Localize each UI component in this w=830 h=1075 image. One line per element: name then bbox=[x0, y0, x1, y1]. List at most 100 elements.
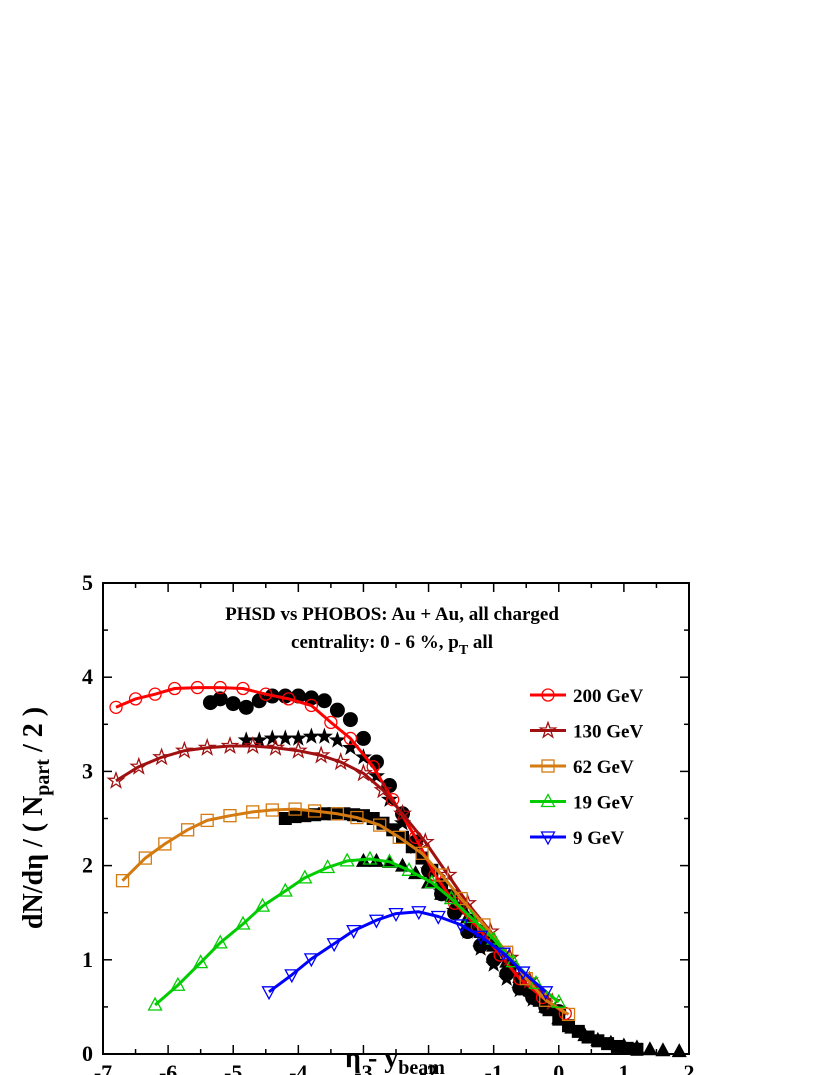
data-point bbox=[243, 735, 263, 754]
data-point bbox=[297, 869, 313, 884]
data-point bbox=[339, 852, 355, 867]
data-point bbox=[158, 837, 172, 851]
chart-title-line2-sub: T bbox=[459, 643, 469, 658]
data-point bbox=[225, 696, 241, 712]
data-point bbox=[311, 745, 331, 764]
data-point bbox=[366, 760, 380, 774]
data-point bbox=[200, 813, 214, 828]
x-tick-label: -1 bbox=[485, 1060, 503, 1075]
legend-marker bbox=[541, 688, 555, 702]
legend: 200 GeV 130 GeV 62 GeV 19 GeV 9 GeV bbox=[530, 686, 643, 849]
data-point bbox=[424, 874, 440, 889]
x-tick-label: 2 bbox=[684, 1060, 695, 1075]
data-point bbox=[288, 740, 308, 759]
data-point bbox=[453, 919, 469, 934]
x-tick-label: -2 bbox=[419, 1060, 437, 1075]
data-point bbox=[393, 803, 412, 822]
data-point bbox=[193, 954, 209, 969]
series-line bbox=[121, 807, 570, 1016]
x-tick-label: -5 bbox=[224, 1060, 242, 1075]
data-point bbox=[170, 976, 186, 991]
data-point bbox=[180, 823, 195, 837]
chart-title-line1: PHSD vs PHOBOS: Au + Au, all charged bbox=[225, 604, 559, 625]
y-axis-title-sub: part bbox=[32, 759, 54, 796]
data-point bbox=[430, 910, 446, 925]
series-phobos-19-gev bbox=[355, 852, 687, 1058]
data-point bbox=[386, 823, 400, 837]
data-point bbox=[473, 930, 489, 945]
data-point bbox=[238, 699, 254, 715]
data-point bbox=[302, 727, 320, 744]
legend-marker bbox=[538, 720, 558, 739]
series-line bbox=[154, 857, 560, 1007]
data-point bbox=[590, 1031, 606, 1046]
x-tick-label: 1 bbox=[618, 1060, 629, 1075]
data-point bbox=[350, 810, 364, 825]
y-tick-label: 2 bbox=[82, 853, 93, 878]
data-point bbox=[331, 751, 351, 771]
y-tick-label: 1 bbox=[82, 947, 93, 972]
data-point bbox=[401, 861, 417, 876]
y-tick-label: 5 bbox=[82, 570, 93, 595]
data-point bbox=[392, 830, 406, 844]
y-axis-title: dN/dη / ( Npart / 2 ) bbox=[18, 707, 54, 929]
y-tick-label: 3 bbox=[82, 758, 93, 783]
x-tick-label: -7 bbox=[94, 1060, 112, 1075]
data-point bbox=[235, 915, 251, 930]
data-point bbox=[381, 853, 398, 868]
chart-title-line2-suffix: all bbox=[468, 632, 493, 653]
data-point bbox=[303, 953, 319, 968]
data-point bbox=[288, 802, 302, 816]
data-point bbox=[386, 793, 400, 807]
x-tick-labels: -7 -6 -5 -4 -3 -2 -1 0 1 2 bbox=[94, 1060, 695, 1075]
data-point bbox=[551, 993, 567, 1008]
data-point bbox=[261, 986, 277, 1001]
data-point bbox=[254, 897, 271, 912]
legend-marker bbox=[540, 793, 556, 808]
data-point bbox=[138, 851, 152, 865]
data-point bbox=[148, 687, 162, 701]
data-point bbox=[463, 909, 479, 924]
legend-marker bbox=[541, 759, 555, 773]
data-point bbox=[304, 698, 319, 713]
data-point bbox=[616, 1037, 632, 1052]
data-point bbox=[434, 885, 450, 900]
data-point bbox=[152, 747, 172, 766]
data-point bbox=[106, 770, 126, 789]
data-point bbox=[276, 729, 294, 746]
y-tick-label: 0 bbox=[82, 1041, 93, 1066]
y-tick-labels: 0 1 2 3 4 5 bbox=[82, 570, 93, 1066]
data-point bbox=[147, 996, 163, 1011]
data-point bbox=[320, 859, 336, 874]
data-point bbox=[577, 1027, 593, 1042]
data-point bbox=[342, 712, 358, 728]
series-62-gev bbox=[115, 802, 576, 1022]
data-point bbox=[355, 730, 371, 746]
data-point bbox=[411, 906, 427, 921]
x-axis-title: η - ybeam bbox=[345, 1043, 445, 1075]
data-point bbox=[129, 756, 149, 775]
data-point bbox=[353, 763, 373, 782]
data-point bbox=[263, 729, 281, 746]
data-point bbox=[259, 687, 273, 701]
data-point bbox=[197, 737, 217, 756]
data-point bbox=[485, 955, 503, 972]
series-19-gev bbox=[147, 850, 567, 1011]
data-point bbox=[212, 934, 228, 949]
data-point bbox=[671, 1043, 687, 1058]
data-point bbox=[362, 850, 378, 865]
data-point bbox=[459, 922, 477, 939]
data-point bbox=[443, 890, 459, 905]
axis-ticks bbox=[102, 582, 690, 1055]
data-point bbox=[603, 1034, 619, 1049]
data-point bbox=[343, 731, 358, 746]
data-point bbox=[538, 986, 554, 1001]
data-point bbox=[324, 715, 338, 730]
data-point bbox=[629, 1039, 645, 1054]
chart-title-line2-prefix: centrality: 0 - 6 %, p bbox=[291, 632, 459, 653]
data-point bbox=[223, 809, 237, 823]
plot-frame bbox=[102, 582, 690, 1055]
data-point bbox=[174, 740, 194, 759]
data-point bbox=[341, 738, 359, 756]
